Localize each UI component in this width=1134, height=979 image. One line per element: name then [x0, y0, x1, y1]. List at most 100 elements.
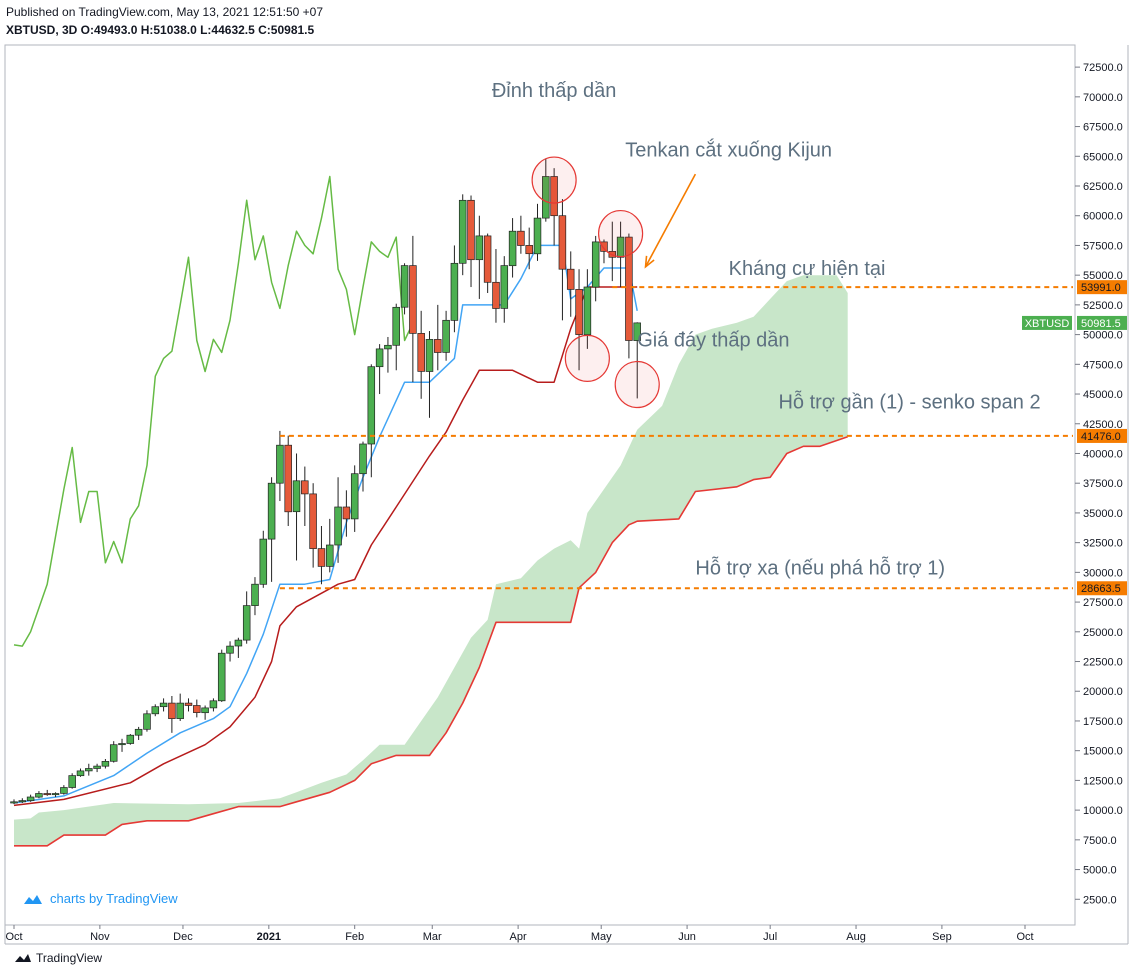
candle-body[interactable]	[434, 339, 442, 353]
candles-group	[10, 158, 641, 805]
candle-body[interactable]	[616, 236, 625, 258]
candle-body[interactable]	[234, 639, 243, 647]
candle-body[interactable]	[168, 702, 176, 719]
candle-body[interactable]	[134, 728, 143, 736]
candle-body[interactable]	[226, 645, 234, 654]
candle-body[interactable]	[301, 480, 309, 495]
candle-body[interactable]	[101, 761, 110, 767]
candle-body[interactable]	[35, 793, 43, 798]
candle-body[interactable]	[143, 713, 151, 730]
candle-body[interactable]	[201, 707, 209, 714]
candle-body[interactable]	[550, 176, 558, 217]
candle-body[interactable]	[193, 705, 201, 713]
candle-body[interactable]	[18, 800, 27, 803]
candle-body[interactable]	[483, 235, 492, 283]
candle-body[interactable]	[284, 444, 292, 513]
candle-body[interactable]	[93, 765, 101, 769]
candle-body[interactable]	[625, 236, 633, 341]
annotation-text[interactable]: Tenkan cắt xuống Kijun	[625, 138, 832, 161]
candle-body[interactable]	[400, 265, 409, 308]
candle-body[interactable]	[326, 544, 334, 567]
x-tick-label: Mar	[423, 931, 442, 943]
candle-body[interactable]	[176, 702, 184, 719]
highlight-circle[interactable]	[614, 360, 660, 409]
candle-body[interactable]	[68, 775, 76, 788]
candle-body[interactable]	[384, 344, 392, 350]
candle-body[interactable]	[591, 241, 600, 288]
candle-body[interactable]	[43, 793, 51, 796]
candle-body[interactable]	[350, 473, 359, 520]
candle-body[interactable]	[317, 548, 326, 567]
highlight-circle[interactable]	[531, 156, 577, 204]
candle-body[interactable]	[109, 744, 118, 762]
candle-body[interactable]	[76, 770, 85, 777]
candle-body[interactable]	[259, 538, 268, 585]
candle-body[interactable]	[251, 583, 259, 606]
candle-body[interactable]	[359, 443, 367, 475]
candle-body[interactable]	[467, 199, 475, 261]
candle-body[interactable]	[159, 702, 168, 708]
candle-body[interactable]	[184, 702, 193, 706]
candle-body[interactable]	[26, 796, 35, 801]
y-tick-label: 40000.0	[1083, 448, 1123, 460]
arrow-shaft[interactable]	[644, 173, 697, 268]
candle-body[interactable]	[85, 768, 93, 772]
symbol-tag-box[interactable]	[1022, 315, 1072, 330]
candle-body[interactable]	[309, 493, 317, 549]
candle-body[interactable]	[575, 289, 583, 335]
price-label-box[interactable]	[1077, 428, 1127, 443]
annotation-text[interactable]: Đỉnh thấp dần	[492, 80, 617, 102]
candle-body[interactable]	[367, 366, 376, 445]
candle-body[interactable]	[425, 339, 434, 372]
candle-body[interactable]	[276, 444, 284, 484]
candle-body[interactable]	[51, 793, 60, 796]
candle-body[interactable]	[508, 230, 517, 267]
candle-body[interactable]	[392, 306, 400, 346]
price-label-box[interactable]	[1077, 581, 1127, 596]
footer-brand[interactable]: TradingView	[14, 951, 102, 965]
candle-body[interactable]	[500, 265, 509, 309]
candle-body[interactable]	[450, 262, 459, 321]
tradingview-watermark[interactable]: charts by TradingView	[22, 891, 178, 906]
y-tick-label: 5000.0	[1083, 865, 1117, 877]
y-tick-label: 62500.0	[1083, 181, 1123, 193]
annotation-text[interactable]: Giá đáy thấp dần	[637, 329, 789, 351]
highlight-circle[interactable]	[597, 209, 644, 258]
candle-body[interactable]	[151, 706, 160, 715]
highlight-circle[interactable]	[564, 334, 610, 382]
candle-body[interactable]	[442, 319, 450, 353]
candle-body[interactable]	[60, 787, 68, 794]
candle-body[interactable]	[342, 506, 351, 520]
candle-body[interactable]	[209, 700, 218, 709]
candle-body[interactable]	[475, 235, 484, 261]
plot-area[interactable]	[4, 44, 1076, 926]
candle-body[interactable]	[292, 480, 301, 513]
candle-body[interactable]	[492, 281, 500, 309]
candle-body[interactable]	[126, 734, 135, 744]
candle-body[interactable]	[417, 333, 425, 372]
candle-body[interactable]	[600, 241, 608, 252]
candle-body[interactable]	[583, 286, 592, 335]
candle-body[interactable]	[525, 245, 533, 255]
candle-body[interactable]	[517, 230, 525, 246]
price-label-box[interactable]	[1077, 315, 1127, 330]
candle-body[interactable]	[217, 652, 226, 702]
candle-body[interactable]	[118, 743, 126, 746]
candle-body[interactable]	[242, 605, 251, 641]
price-label-box[interactable]	[1077, 280, 1127, 295]
candle-body[interactable]	[458, 199, 467, 264]
candle-body[interactable]	[542, 176, 550, 219]
candle-body[interactable]	[267, 482, 276, 540]
candle-body[interactable]	[633, 322, 641, 341]
annotation-text[interactable]: Hỗ trợ xa (nếu phá hỗ trợ 1)	[695, 557, 945, 580]
candle-body[interactable]	[375, 348, 384, 368]
candle-body[interactable]	[409, 265, 417, 334]
candle-body[interactable]	[558, 215, 567, 270]
candle-body[interactable]	[334, 506, 342, 546]
candle-body[interactable]	[533, 217, 542, 255]
candle-body[interactable]	[10, 801, 18, 804]
annotation-text[interactable]: Hỗ trợ gần (1) - senko span 2	[778, 390, 1040, 413]
candle-body[interactable]	[566, 268, 575, 290]
annotation-text[interactable]: Kháng cự hiện tại	[729, 258, 886, 280]
